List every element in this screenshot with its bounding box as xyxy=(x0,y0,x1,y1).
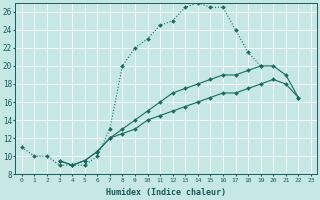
X-axis label: Humidex (Indice chaleur): Humidex (Indice chaleur) xyxy=(106,188,226,197)
